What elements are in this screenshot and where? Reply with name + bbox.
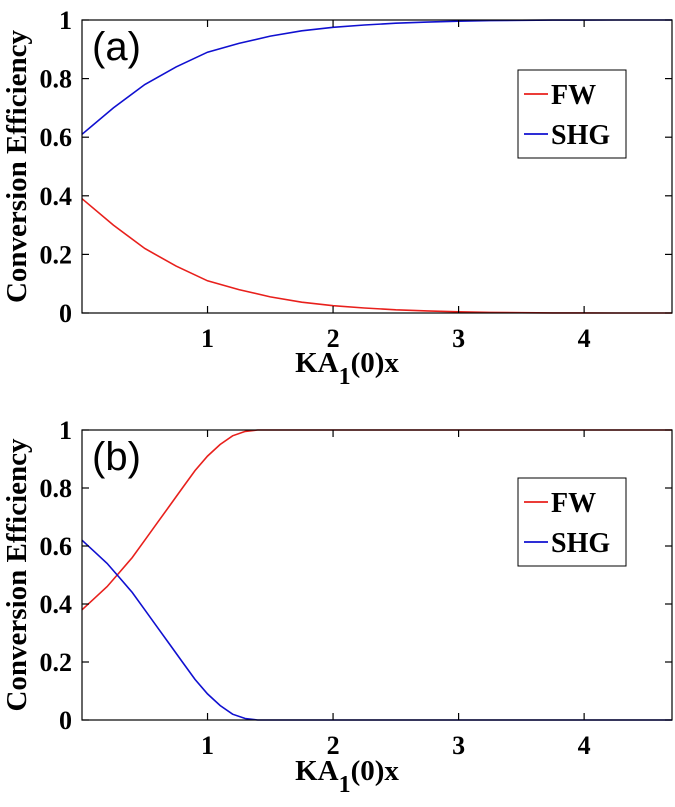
- legend-label-fw: FW: [551, 80, 596, 111]
- x-tick-label: 2: [327, 731, 340, 760]
- plot-frame: [81, 19, 673, 314]
- y-tick-label: 0.8: [40, 65, 73, 94]
- x-tick-label: 4: [578, 731, 591, 760]
- y-tick-label: 0.2: [40, 648, 73, 677]
- y-axis-label: Conversion Efficiency: [1, 438, 33, 712]
- x-axis-label-subscript: 1: [339, 772, 351, 798]
- x-tick-label: 3: [452, 324, 465, 353]
- y-tick-label: 1: [59, 6, 72, 35]
- y-tick-label: 0.4: [40, 590, 73, 619]
- legend-label-shg: SHG: [551, 120, 610, 151]
- series-line-fw: [81, 198, 672, 314]
- x-axis-label-tail: (0)x: [351, 755, 400, 787]
- y-tick-label: 0.6: [40, 532, 73, 561]
- y-tick-label: 0.6: [40, 123, 73, 152]
- legend-box: [517, 69, 627, 159]
- legend: FW SHG: [517, 477, 627, 567]
- x-axis-label-tail: (0)x: [351, 347, 400, 379]
- legend-box: [517, 477, 627, 567]
- legend-label-shg: SHG: [551, 528, 610, 559]
- y-axis-label: Conversion Efficiency: [1, 29, 33, 303]
- x-tick-label: 2: [327, 324, 340, 353]
- y-tick-label: 0.2: [40, 240, 73, 269]
- x-axis-label-main: KA: [295, 755, 339, 787]
- y-tick-label: 0.8: [40, 474, 73, 503]
- x-tick-label: 3: [452, 731, 465, 760]
- y-tick-label: 0: [59, 706, 72, 735]
- plot-frame: [81, 429, 673, 721]
- y-tick-label: 0.4: [40, 182, 73, 211]
- x-tick-label: 4: [578, 324, 591, 353]
- y-tick-label: 1: [59, 416, 72, 445]
- y-tick-label: 0: [59, 299, 72, 328]
- x-axis-label-subscript: 1: [339, 364, 351, 390]
- x-tick-label: 1: [201, 324, 214, 353]
- x-axis-label: KA1(0)x: [295, 755, 399, 798]
- x-axis-label: KA1(0)x: [295, 347, 399, 390]
- panel-label: (a): [92, 25, 141, 69]
- series-line-shg: [81, 539, 672, 721]
- x-tick-label: 1: [201, 731, 214, 760]
- legend-label-fw: FW: [551, 488, 596, 519]
- x-axis-label-main: KA: [295, 347, 339, 379]
- legend: FW SHG: [517, 69, 627, 159]
- panel-label: (b): [92, 435, 141, 479]
